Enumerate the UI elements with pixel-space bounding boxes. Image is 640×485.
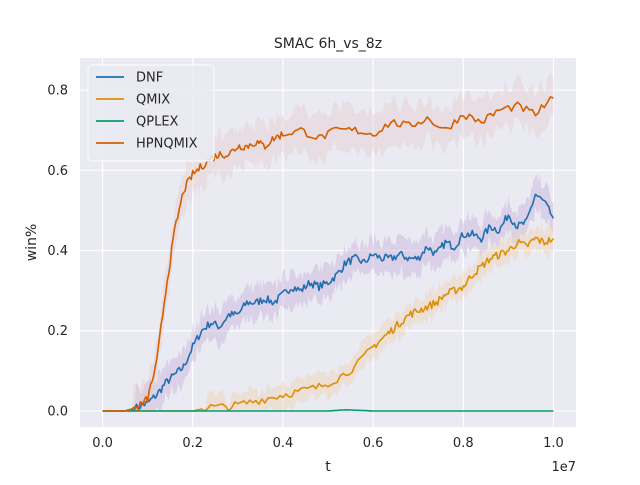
y-tick-label: 0.4 (47, 244, 68, 259)
x-tick-label: 0.6 (363, 436, 384, 451)
y-tick-label: 0.6 (47, 164, 68, 179)
y-axis-label: win% (24, 224, 40, 262)
x-tick-label: 0.8 (453, 436, 474, 451)
series-line (102, 96, 554, 412)
series-line (102, 193, 555, 412)
x-tick-label: 0.2 (182, 436, 203, 451)
grid-layer (80, 58, 576, 427)
y-tick-label: 0.8 (47, 84, 68, 99)
x-tick-label: 0.0 (92, 436, 113, 451)
x-tick-label: 0.4 (273, 436, 294, 451)
chart-title: SMAC 6h_vs_8z (274, 36, 382, 52)
legend-label: DNF (136, 71, 163, 86)
legend: DNF QMIX QPLEX HPNQMIX (87, 64, 215, 162)
series-band (102, 173, 554, 411)
series-band (102, 221, 554, 411)
legend-box (87, 64, 215, 162)
series-line (102, 236, 555, 412)
x-tick-label: 1.0 (543, 436, 564, 451)
x-axis-offset-label: 1e7 (551, 460, 576, 475)
legend-label: HPNQMIX (136, 137, 198, 152)
x-axis-label: t (325, 459, 331, 475)
legend-label: QPLEX (136, 115, 179, 130)
legend-label: QMIX (136, 93, 170, 108)
series-line (102, 409, 554, 412)
tick-labels: 0.0 0.2 0.4 0.6 0.8 1.0 0.0 0.2 0.4 0.6 0.8 (47, 84, 563, 451)
series-lines (102, 96, 555, 412)
y-tick-label: 0.2 (47, 324, 68, 339)
y-tick-label: 0.0 (47, 404, 68, 419)
